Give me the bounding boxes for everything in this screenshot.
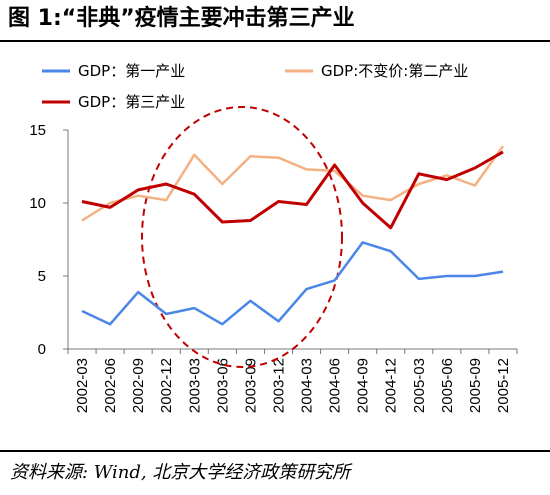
legend-label: GDP：第三产业 [78, 93, 185, 111]
dashed-ellipse [141, 106, 343, 368]
x-tick-label: 2002-09 [130, 358, 147, 413]
x-tick-label: 2004-12 [383, 358, 400, 413]
y-tick-label: 10 [29, 195, 46, 212]
footer-divider [0, 450, 550, 452]
series-line [81, 150, 504, 230]
y-tick-label: 5 [38, 268, 46, 285]
page-title: 图 1:“非典”疫情主要冲击第三产业 [8, 6, 355, 31]
x-tick-label: 2002-12 [158, 358, 175, 413]
x-tick-label: 2005-12 [495, 358, 512, 413]
x-tick-label: 2003-09 [242, 358, 259, 413]
chart-series [81, 145, 505, 326]
chart-annotation [141, 106, 343, 368]
chart-legend: GDP：第一产业 GDP:不变价:第二产业 GDP：第三产业 [42, 62, 468, 111]
y-tick-label: 15 [29, 122, 46, 139]
series-line [81, 241, 504, 326]
x-tick-label: 2005-09 [467, 358, 484, 413]
x-tick-label: 2003-06 [214, 358, 231, 413]
x-tick-label: 2005-03 [411, 358, 428, 413]
legend-label: GDP:不变价:第二产业 [321, 62, 468, 80]
title-divider [0, 40, 550, 42]
x-tick-label: 2004-09 [355, 358, 372, 413]
x-tick-label: 2004-06 [327, 358, 344, 413]
line-chart: GDP：第一产业 GDP:不变价:第二产业 GDP：第三产业 0 5 10 15 2002-… [29, 62, 518, 413]
series-line [81, 145, 505, 222]
x-tick-label: 2003-03 [186, 358, 203, 413]
y-tick-label: 0 [38, 341, 46, 358]
x-tick-label: 2004-03 [299, 358, 316, 413]
source-note: 资料来源: Wind, 北京大学经济政策研究所 [10, 462, 351, 483]
chart-axes: 0 5 10 15 2002-03 2002-06 2002-09 2002-12 2003-0… [29, 122, 518, 413]
x-tick-label: 2002-06 [102, 358, 119, 413]
x-tick-label: 2002-03 [74, 358, 91, 413]
x-tick-label: 2003-12 [270, 358, 287, 413]
x-tick-label: 2005-06 [439, 358, 456, 413]
legend-label: GDP：第一产业 [78, 62, 185, 80]
